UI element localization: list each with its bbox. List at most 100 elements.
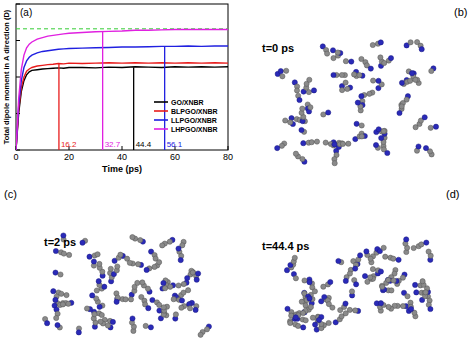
atom-gray — [300, 106, 305, 111]
atom-gray — [343, 80, 348, 85]
atom-blue — [297, 97, 302, 102]
atom-blue — [90, 293, 95, 298]
atom-blue — [336, 258, 341, 263]
atom-blue — [378, 40, 383, 45]
atom-blue — [385, 150, 390, 155]
atom-gray — [92, 312, 97, 317]
atom-blue — [404, 237, 409, 242]
series-line — [16, 46, 228, 150]
atom-gray — [383, 254, 388, 259]
atom-gray — [130, 235, 135, 240]
atom-blue — [376, 78, 381, 83]
atom-gray — [190, 270, 195, 275]
atom-blue — [313, 322, 318, 327]
panel-label: (a) — [20, 7, 32, 18]
atom-gray — [105, 323, 110, 328]
atom-gray — [118, 252, 123, 257]
atom-gray — [381, 245, 386, 250]
atom-gray — [294, 88, 299, 93]
atom-gray — [325, 51, 330, 56]
atom-gray — [359, 134, 364, 139]
atom-blue — [51, 289, 56, 294]
atom-blue — [53, 248, 58, 253]
atom-gray — [299, 299, 304, 304]
atom-blue — [422, 115, 427, 120]
atom-gray — [428, 125, 433, 130]
atom-gray — [391, 256, 396, 261]
atom-gray — [309, 140, 314, 145]
atom-blue — [91, 259, 96, 264]
atom-gray — [423, 290, 428, 295]
atom-gray — [330, 305, 335, 310]
atom-gray — [163, 286, 168, 291]
atom-gray — [66, 301, 71, 306]
atom-blue — [416, 144, 421, 149]
atom-gray — [335, 50, 340, 55]
atom-blue — [362, 274, 367, 279]
atom-gray — [54, 315, 59, 320]
annotation-line — [102, 32, 103, 150]
atom-gray — [301, 310, 306, 315]
figure: 020406080Time (ps)Total dipole moment in… — [0, 0, 474, 354]
atom-blue — [373, 142, 378, 147]
atom-gray — [67, 252, 72, 257]
atom-gray — [115, 264, 120, 269]
atom-blue — [146, 306, 151, 311]
atom-gray — [326, 320, 331, 325]
atom-blue — [102, 284, 107, 289]
atom-gray — [381, 129, 386, 134]
atom-gray — [173, 312, 178, 317]
y-tick — [16, 77, 20, 78]
atom-gray — [405, 294, 410, 299]
atom-blue — [328, 279, 333, 284]
atom-gray — [157, 260, 162, 265]
atom-blue — [343, 301, 348, 306]
atom-blue — [364, 249, 369, 254]
atom-blue — [76, 330, 81, 335]
atom-gray — [340, 141, 345, 146]
atom-blue — [53, 297, 58, 302]
atom-gray — [391, 278, 396, 283]
atom-gray — [187, 306, 192, 311]
x-tick — [228, 146, 229, 150]
atom-blue — [332, 142, 337, 147]
legend-label: LHPGO/XNBR — [171, 126, 218, 133]
atom-gray — [186, 288, 191, 293]
atom-gray — [58, 272, 63, 277]
atom-gray — [283, 118, 288, 123]
atom-gray — [379, 283, 384, 288]
x-tick-label: 0 — [13, 152, 18, 162]
atom-blue — [331, 72, 336, 77]
atom-gray — [181, 282, 186, 287]
atom-gray — [293, 276, 298, 281]
atom-gray — [84, 306, 89, 311]
atom-gray — [136, 262, 141, 267]
snapshot-molecules — [43, 233, 212, 338]
atom-blue — [307, 280, 312, 285]
annotation-line — [133, 67, 134, 150]
x-tick — [122, 146, 123, 150]
atom-gray — [382, 128, 387, 133]
atom-gray — [303, 318, 308, 323]
atom-blue — [349, 59, 354, 64]
atom-blue — [130, 316, 135, 321]
legend-swatch — [154, 128, 168, 130]
atom-gray — [307, 77, 312, 82]
atom-gray — [140, 280, 145, 285]
atom-blue — [110, 319, 115, 324]
atom-blue — [194, 277, 199, 282]
atom-gray — [143, 323, 148, 328]
atom-blue — [114, 299, 119, 304]
atom-blue — [358, 253, 363, 258]
atom-blue — [353, 266, 358, 271]
atom-gray — [367, 91, 372, 96]
atom-gray — [198, 332, 203, 337]
atom-gray — [308, 105, 313, 110]
snapshot-time: t=0 ps — [262, 42, 294, 54]
atom-blue — [278, 69, 283, 74]
atom-gray — [152, 264, 157, 269]
atom-blue — [178, 258, 183, 263]
atom-blue — [378, 269, 383, 274]
atom-gray — [411, 245, 416, 250]
atom-gray — [359, 123, 364, 128]
